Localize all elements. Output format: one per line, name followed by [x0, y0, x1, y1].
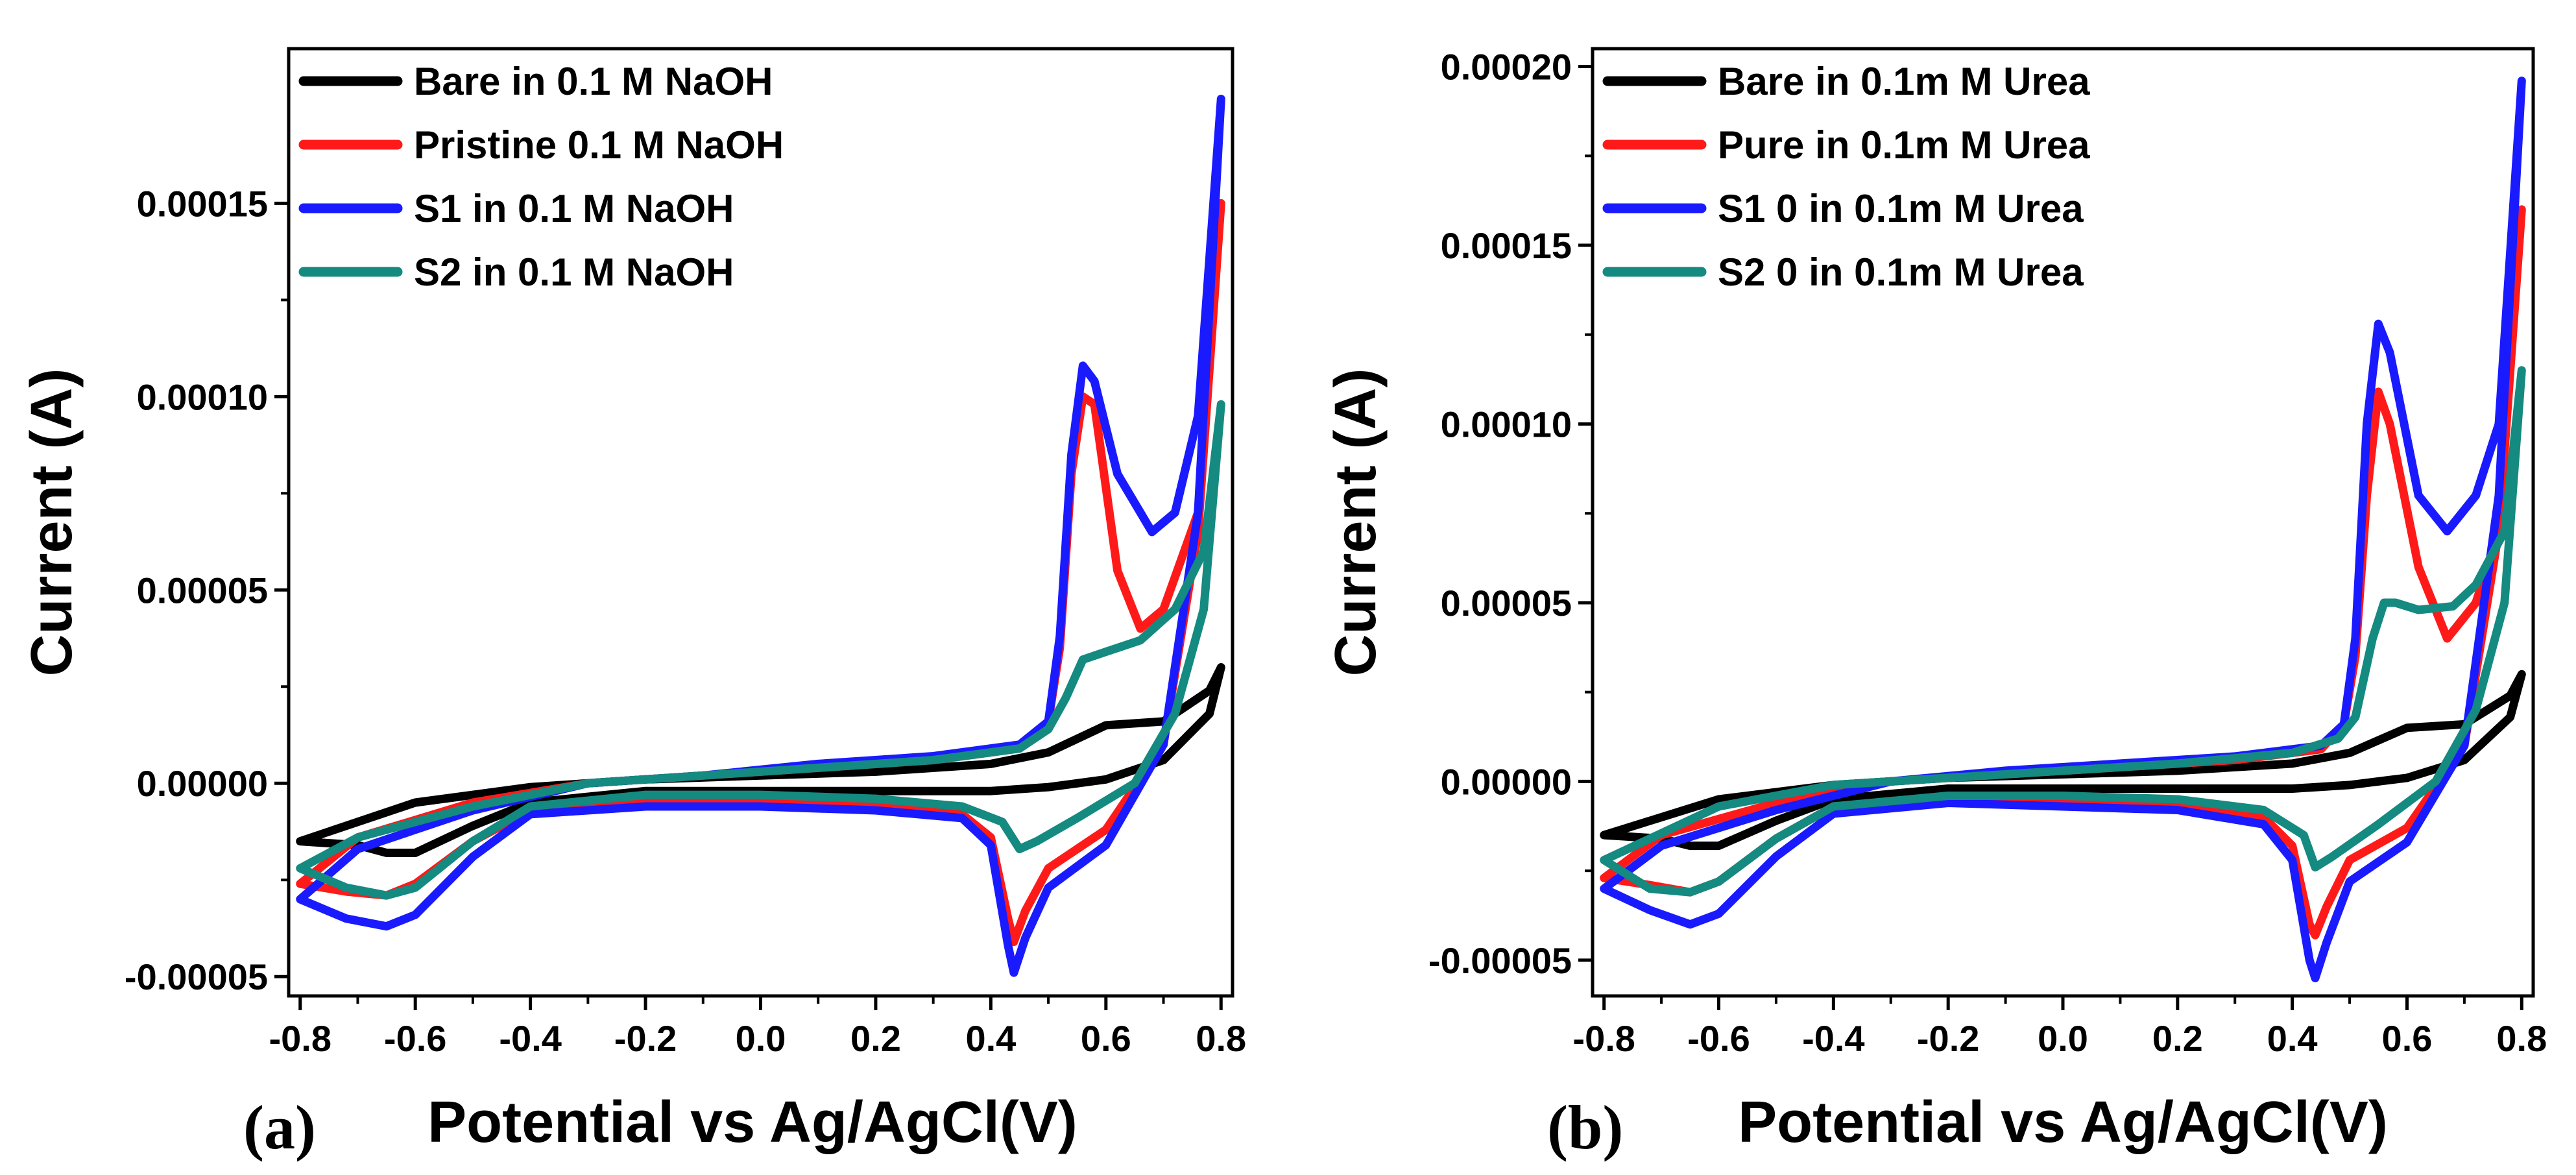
x-tick-label: -0.8: [269, 1018, 331, 1059]
y-axis-label: Current (A): [19, 369, 84, 677]
legend-label: S2 0 in 0.1m M Urea: [1718, 250, 2084, 294]
legend: Bare in 0.1m M Urea Pure in 0.1m M Urea S1…: [1602, 60, 2090, 294]
x-axis-label: Potential vs Ag/AgCl(V): [427, 1090, 1077, 1155]
y-tick-label: 0.00010: [1441, 404, 1572, 444]
x-tick-label: 0.0: [2038, 1018, 2088, 1059]
series-line-1: [296, 663, 1225, 857]
x-tick-label: -0.6: [384, 1018, 447, 1059]
x-tick-label: -0.4: [1802, 1018, 1865, 1059]
x-tick-label: 0.2: [850, 1018, 901, 1059]
x-tick-label: 0.6: [2382, 1018, 2433, 1059]
panel-label: (b): [1547, 1093, 1623, 1162]
y-tick-label: 0.00020: [1441, 47, 1572, 88]
y-tick-label: -0.00005: [125, 956, 268, 997]
y-tick-label: 0.00010: [137, 376, 268, 417]
x-tick-label: -0.4: [499, 1018, 562, 1059]
series-line-2: [1600, 205, 2526, 939]
panel-label: (a): [243, 1093, 316, 1162]
y-tick-label: 0.00005: [137, 570, 268, 611]
legend-label: Bare in 0.1m M Urea: [1718, 60, 2090, 103]
y-tick-label: 0.00000: [137, 763, 268, 804]
legend-label: S2 in 0.1 M NaOH: [414, 250, 734, 294]
x-tick-label: 0.8: [1196, 1018, 1246, 1059]
legend-label: S1 0 in 0.1m M Urea: [1718, 187, 2084, 230]
legend-label: Pure in 0.1m M Urea: [1718, 123, 2090, 167]
y-tick-label: 0.00015: [137, 183, 268, 224]
x-tick-label: 0.0: [736, 1018, 786, 1059]
y-tick-label: 0.00005: [1441, 583, 1572, 624]
legend: Bare in 0.1 M NaOH Pristine 0.1 M NaOH S1 …: [298, 60, 784, 294]
x-tick-label: 0.6: [1081, 1018, 1131, 1059]
series-line-4: [296, 400, 1225, 900]
chart-panel-a: -0.8 -0.6 -0.4 -0.2 0.0 0.2 0.4 0.6 0.8 -0.00005 0…: [19, 47, 1246, 1162]
x-tick-label: 0.8: [2496, 1018, 2547, 1059]
legend-label: Pristine 0.1 M NaOH: [414, 123, 784, 167]
chart-panel-b: -0.8 -0.6 -0.4 -0.2 0.0 0.2 0.4 0.6 0.8 -0.00005 0…: [1323, 47, 2547, 1162]
x-axis-label: Potential vs Ag/AgCl(V): [1738, 1090, 2388, 1155]
series-line-4: [1600, 366, 2526, 897]
x-tick-label: -0.8: [1572, 1018, 1635, 1059]
y-tick-label: 0.00015: [1441, 225, 1572, 266]
y-tick-label: -0.00005: [1428, 940, 1572, 981]
x-tick-label: 0.4: [2267, 1018, 2318, 1059]
series-line-2: [296, 199, 1225, 947]
x-tick-label: -0.6: [1687, 1018, 1750, 1059]
y-tick-label: 0.00000: [1441, 761, 1572, 802]
x-tick-label: 0.2: [2152, 1018, 2203, 1059]
legend-label: Bare in 0.1 M NaOH: [414, 60, 773, 103]
y-axis-label: Current (A): [1323, 369, 1388, 677]
x-tick-label: 0.4: [965, 1018, 1016, 1059]
x-tick-label: -0.2: [614, 1018, 677, 1059]
legend-label: S1 in 0.1 M NaOH: [414, 187, 734, 230]
x-tick-label: -0.2: [1917, 1018, 1980, 1059]
